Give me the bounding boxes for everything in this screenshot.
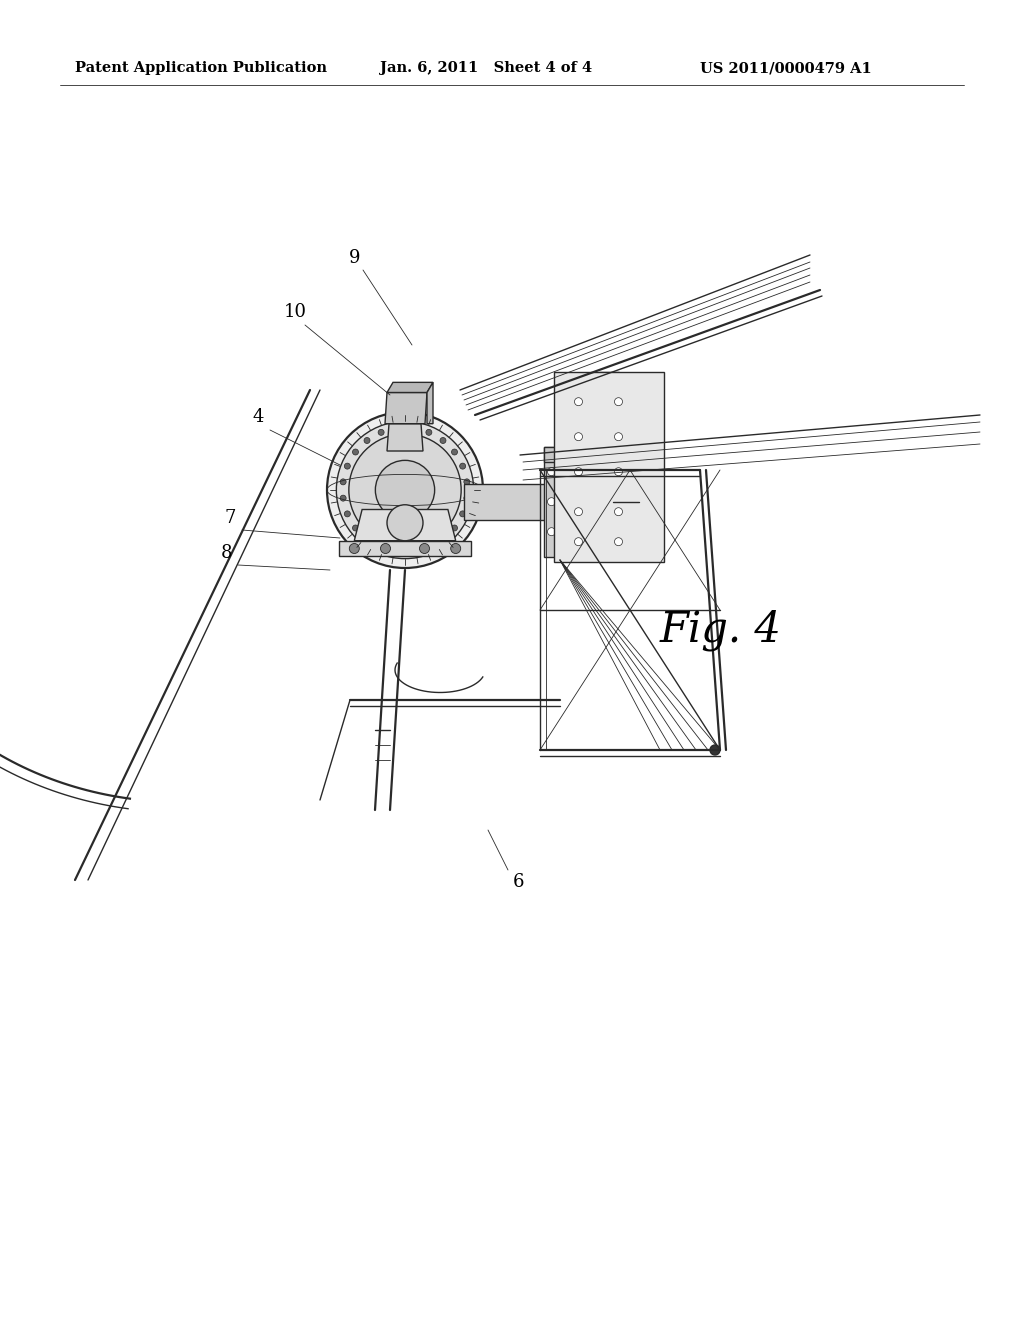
Circle shape	[464, 479, 470, 484]
Circle shape	[574, 397, 583, 405]
Text: 8: 8	[220, 544, 231, 562]
Circle shape	[451, 544, 461, 553]
Polygon shape	[385, 392, 427, 424]
Circle shape	[440, 536, 446, 543]
Circle shape	[364, 437, 370, 444]
Polygon shape	[544, 446, 559, 557]
Circle shape	[381, 544, 390, 553]
Circle shape	[420, 544, 429, 553]
Circle shape	[574, 537, 583, 545]
Circle shape	[336, 421, 474, 558]
Text: US 2011/0000479 A1: US 2011/0000479 A1	[700, 61, 871, 75]
Circle shape	[548, 467, 555, 475]
Circle shape	[440, 437, 446, 444]
Circle shape	[614, 537, 623, 545]
Text: 4: 4	[252, 408, 264, 426]
Polygon shape	[549, 487, 562, 516]
Text: 9: 9	[349, 249, 360, 267]
Polygon shape	[339, 541, 471, 556]
Circle shape	[340, 495, 346, 502]
Circle shape	[574, 467, 583, 475]
Circle shape	[464, 495, 470, 502]
Circle shape	[548, 498, 555, 506]
Polygon shape	[564, 487, 579, 516]
Text: 10: 10	[284, 304, 306, 321]
Circle shape	[394, 425, 399, 432]
Circle shape	[411, 425, 416, 432]
Circle shape	[614, 433, 623, 441]
Circle shape	[394, 549, 399, 554]
Circle shape	[364, 536, 370, 543]
Polygon shape	[427, 383, 433, 424]
Circle shape	[340, 479, 346, 484]
Circle shape	[574, 433, 583, 441]
Text: Fig. 4: Fig. 4	[660, 609, 782, 651]
Circle shape	[352, 449, 358, 455]
Circle shape	[574, 508, 583, 516]
Circle shape	[452, 525, 458, 531]
Circle shape	[411, 549, 416, 554]
Polygon shape	[464, 483, 549, 520]
Polygon shape	[597, 487, 610, 516]
Circle shape	[378, 429, 384, 436]
Circle shape	[614, 467, 623, 475]
Circle shape	[349, 544, 359, 553]
Polygon shape	[581, 487, 595, 516]
Circle shape	[426, 545, 432, 550]
Circle shape	[548, 528, 555, 536]
Text: 6: 6	[512, 873, 523, 891]
Polygon shape	[387, 383, 433, 392]
Polygon shape	[554, 372, 664, 562]
Text: 7: 7	[224, 510, 236, 527]
Circle shape	[460, 511, 466, 517]
Circle shape	[387, 504, 423, 541]
Circle shape	[460, 463, 466, 469]
Text: Patent Application Publication: Patent Application Publication	[75, 61, 327, 75]
Circle shape	[344, 463, 350, 469]
Circle shape	[376, 461, 434, 520]
Polygon shape	[354, 510, 456, 541]
Circle shape	[352, 525, 358, 531]
Polygon shape	[387, 424, 423, 451]
Circle shape	[710, 744, 720, 755]
Circle shape	[614, 508, 623, 516]
Circle shape	[349, 434, 461, 546]
Circle shape	[614, 397, 623, 405]
Circle shape	[378, 545, 384, 550]
Text: Jan. 6, 2011   Sheet 4 of 4: Jan. 6, 2011 Sheet 4 of 4	[380, 61, 592, 75]
Circle shape	[426, 429, 432, 436]
Polygon shape	[598, 372, 618, 446]
Circle shape	[327, 412, 483, 568]
Circle shape	[452, 449, 458, 455]
Polygon shape	[544, 446, 613, 462]
Circle shape	[344, 511, 350, 517]
